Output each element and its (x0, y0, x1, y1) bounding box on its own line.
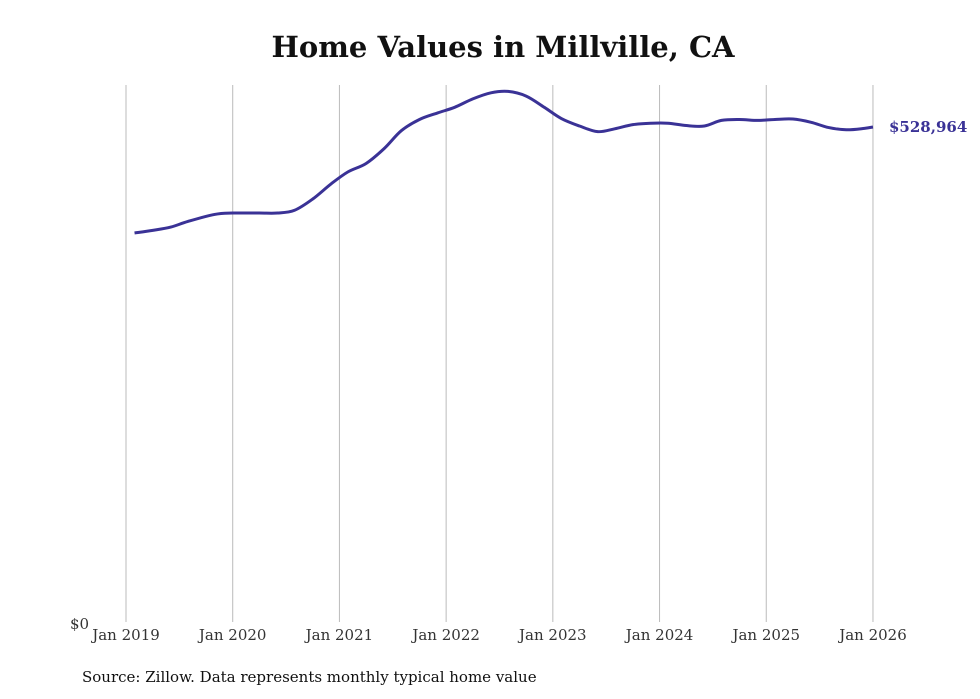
x-tick-label: Jan 2019 (90, 626, 160, 644)
x-tick-label: Jan 2021 (304, 626, 374, 644)
series-line-home-value (134, 89, 874, 235)
x-tick-label: Jan 2024 (624, 626, 694, 644)
x-tick-label: Jan 2022 (410, 626, 480, 644)
end-value-label: $528,964 (889, 118, 967, 136)
x-tick-label: Jan 2020 (197, 626, 267, 644)
chart-title: Home Values in Millville, CA (271, 30, 735, 64)
x-tick-label: Jan 2025 (730, 626, 800, 644)
source-note: Source: Zillow. Data represents monthly … (82, 668, 537, 686)
x-tick-label: Jan 2026 (837, 626, 907, 644)
y-tick-label: $0 (70, 615, 89, 633)
x-tick-label: Jan 2023 (517, 626, 587, 644)
